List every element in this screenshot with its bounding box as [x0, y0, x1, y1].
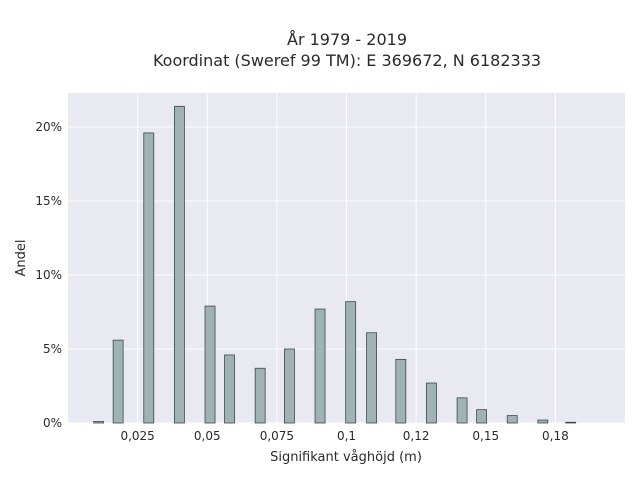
- y-tick-label: 15%: [35, 194, 62, 208]
- histogram-bar: [506, 415, 518, 424]
- histogram-bar: [345, 301, 357, 424]
- y-tick-label: 20%: [35, 120, 62, 134]
- x-tick-label: 0,18: [542, 429, 569, 443]
- chart-title-line1: År 1979 - 2019: [287, 30, 407, 49]
- histogram-bar: [395, 358, 407, 424]
- y-tick-label: 10%: [35, 268, 62, 282]
- x-tick-label: 0,025: [120, 429, 154, 443]
- chart-title-line2: Koordinat (Sweref 99 TM): E 369672, N 61…: [153, 51, 541, 70]
- histogram-bar: [204, 305, 216, 424]
- x-tick-label: 0,075: [260, 429, 294, 443]
- histogram-bar: [456, 397, 468, 424]
- x-axis-title: Signifikant våghöjd (m): [270, 450, 422, 465]
- histogram-bar: [143, 132, 155, 424]
- y-tick-label: 0%: [43, 416, 62, 430]
- histogram-bar: [426, 382, 437, 424]
- histogram-bar: [173, 105, 185, 424]
- histogram-bar: [366, 332, 377, 424]
- histogram-bar: [112, 339, 124, 424]
- histogram-bar: [284, 348, 295, 424]
- y-tick-label: 5%: [43, 342, 62, 356]
- histogram-bar: [254, 367, 266, 424]
- x-tick-label: 0,15: [472, 429, 499, 443]
- histogram-bar: [314, 308, 326, 424]
- x-tick-label: 0,1: [337, 429, 356, 443]
- x-tick-labels: 0,025 0,05 0,075 0,1 0,12 0,15 0,18: [120, 429, 568, 443]
- y-axis-title: Andel: [14, 240, 29, 277]
- histogram-bar: [537, 419, 549, 424]
- x-tick-label: 0,12: [403, 429, 430, 443]
- y-tick-labels: 0% 5% 10% 15% 20%: [35, 120, 62, 430]
- histogram-bar: [565, 421, 577, 424]
- histogram-bar: [476, 409, 487, 424]
- bar-layer: [93, 105, 577, 424]
- x-tick-label: 0,05: [194, 429, 221, 443]
- histogram-bar: [93, 421, 105, 424]
- histogram-bar: [224, 354, 235, 424]
